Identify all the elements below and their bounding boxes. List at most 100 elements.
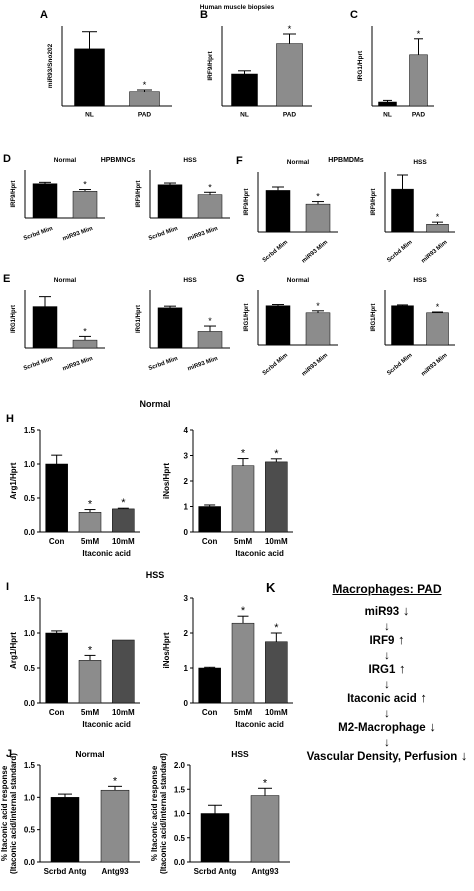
chart-d2: IRF9/Hprt HSS Scrbd Mim * miR93 Mim <box>136 157 230 242</box>
y-tick-label: 1 <box>184 664 189 673</box>
y-axis-label: % Itaconic acid response(Itaconic acid/i… <box>0 753 18 874</box>
panel-letter: D <box>3 153 11 165</box>
pathway-arrow: ↓ <box>384 648 390 662</box>
pathway-step-label: M2-Macrophage <box>338 722 426 734</box>
y-axis-label-line: iNos/Hprt <box>162 632 171 668</box>
x-tick-label: miR93 Mim <box>421 240 449 265</box>
y-tick-label: 0.0 <box>24 528 36 537</box>
row1-title: Human muscle biopsies <box>200 4 275 11</box>
y-axis-label: miR93/Sno202 <box>47 43 54 88</box>
x-group-label: Itaconic acid <box>235 549 284 558</box>
chart-g1: IRG1/Hprt Normal G Scrbd Mim * miR93 Mim <box>236 273 338 377</box>
significance-star: * <box>316 301 320 311</box>
bar <box>129 91 160 107</box>
y-axis-label: IRG1/Hprt <box>371 303 377 331</box>
chart-title: HSS <box>413 277 427 284</box>
bar <box>265 190 291 233</box>
bar <box>265 461 288 533</box>
x-tick-label: Con <box>49 708 65 717</box>
chart-c: IRG1/Hprt C NL * PAD <box>350 9 434 119</box>
y-tick-label: 0 <box>184 699 189 708</box>
x-tick-label: Antg93 <box>251 867 279 876</box>
bar <box>409 54 428 107</box>
chart-d1: IRF9/Hprt Normal D Scrbd Mim * miR93 Mim <box>3 153 105 242</box>
chart-h2: 0 1 2 3 4 iNos/Hprt Con * 5mM * 10mM Itaconic acid <box>162 426 293 558</box>
significance-star: * <box>241 448 246 460</box>
x-tick-label: Antg93 <box>101 867 129 876</box>
y-axis-label-line: Arg1/Hprt <box>9 462 18 499</box>
chart-e2: IRG1/Hprt HSS Scrbd Mim * miR93 Mim <box>136 277 230 372</box>
y-tick-label: 0.0 <box>24 858 36 867</box>
chart-title: HSS <box>183 277 197 284</box>
pathway-step-label: IRF9 <box>369 635 395 647</box>
y-tick-label: 0.5 <box>24 494 36 503</box>
y-tick-label: 1.5 <box>24 594 36 603</box>
x-tick-label: Scrbd Mim <box>386 353 413 377</box>
x-tick-label: Scrbd Mim <box>23 226 54 242</box>
hpbmdms-title: HPBMDMs <box>328 157 363 164</box>
y-axis-label-line: IRF9/Hprt <box>371 188 377 215</box>
bar <box>305 203 331 233</box>
y-tick-label: 1.0 <box>24 793 36 802</box>
pathway-step-label: IRG1 <box>368 664 396 676</box>
significance-star: * <box>263 777 268 789</box>
y-tick-label: 0.5 <box>24 826 36 835</box>
x-tick-label: Scrbd Mim <box>23 356 54 372</box>
x-tick-label: miR93 Mim <box>301 353 329 378</box>
x-tick-label: PAD <box>412 112 426 119</box>
x-tick-label: Con <box>202 708 218 717</box>
x-tick-label: Scrbd Mim <box>148 226 179 242</box>
y-tick-label: 0.5 <box>174 834 186 843</box>
y-axis-label-line: % Itaconic acid response <box>0 765 9 861</box>
y-tick-label: 1.0 <box>24 460 36 469</box>
bar <box>198 506 221 533</box>
x-tick-label: miR93 Mim <box>301 240 329 265</box>
x-group-label: Itaconic acid <box>235 720 284 729</box>
y-axis-label-line: iNos/Hprt <box>162 463 171 499</box>
x-tick-label: 5mM <box>81 537 100 546</box>
bar <box>231 465 255 533</box>
significance-star: * <box>83 326 87 336</box>
x-tick-label: Scrbd Antg <box>194 867 237 876</box>
bar <box>231 622 255 704</box>
significance-star: * <box>241 605 246 617</box>
panel-letter: A <box>40 9 48 21</box>
y-axis-label: Arg1/Hprt <box>9 462 18 499</box>
y-tick-label: 0 <box>184 528 189 537</box>
down-arrow-icon: ↓ <box>425 719 436 734</box>
y-axis-label-line: IRF9/Hprt <box>11 180 17 207</box>
panel-letter: B <box>200 9 208 21</box>
significance-star: * <box>121 497 126 509</box>
x-group-label: Itaconic acid <box>82 720 131 729</box>
y-tick-label: 1.5 <box>24 426 36 435</box>
bar <box>391 188 414 233</box>
y-tick-label: 4 <box>184 426 189 435</box>
y-tick-label: 1 <box>184 503 189 512</box>
y-axis-label: IRF9/Hprt <box>244 188 250 215</box>
x-tick-label: 10mM <box>112 708 135 717</box>
significance-star: * <box>288 24 292 35</box>
pathway-step: IRF9 ↑ <box>300 633 474 648</box>
chart-i1: 0.0 0.5 1.0 1.5 Arg1/Hprt I Con * 5mM 10mM Itaconi… <box>6 581 140 729</box>
bar <box>112 639 135 704</box>
bar <box>78 512 102 533</box>
y-axis-label: IRF9/Hprt <box>207 51 214 81</box>
bar <box>197 331 223 349</box>
x-tick-label: NL <box>85 112 94 119</box>
chart-f2: IRF9/Hprt HSS Scrbd Mim * miR93 Mim <box>371 159 455 264</box>
significance-star: * <box>274 448 279 460</box>
pathway-step-label: Vascular Density, Perfusion <box>306 751 458 763</box>
chart-a: miR93/Sno202 A NL * PAD <box>40 9 172 119</box>
pathway-step: Itaconic acid ↑ <box>300 691 474 706</box>
x-tick-label: 5mM <box>81 708 100 717</box>
hpbmncs-title: HPBMNCs <box>101 157 136 164</box>
x-tick-label: PAD <box>138 112 152 119</box>
y-axis-label: % Itaconic acid response(Itaconic acid/i… <box>150 753 168 874</box>
y-axis-label-line: IRG1/Hprt <box>244 303 250 331</box>
y-axis-label: iNos/Hprt <box>162 632 171 668</box>
x-tick-label: 10mM <box>265 537 288 546</box>
x-tick-label: Scrbd Antg <box>44 867 87 876</box>
x-tick-label: Scrbd Mim <box>386 240 413 264</box>
y-axis-label: IRG1/Hprt <box>244 303 250 331</box>
